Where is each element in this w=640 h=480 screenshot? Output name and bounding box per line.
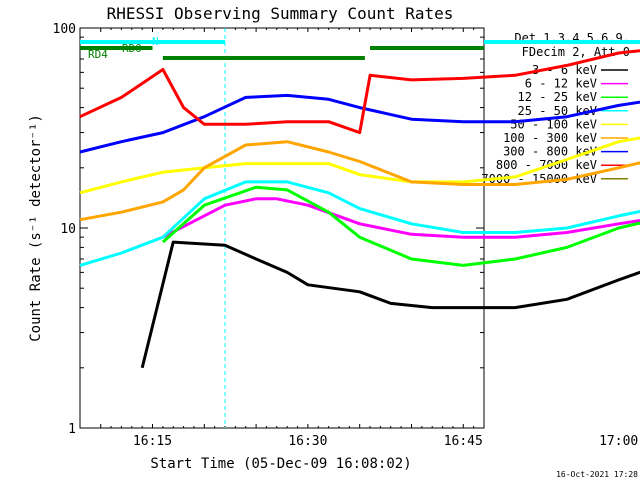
footer-date: 16-Oct-2021 17:28 [556,470,638,479]
x-tick-label: 16:45 [444,434,483,449]
series-line-1 [140,240,640,369]
legend-label: 12 - 25 keV [518,90,597,104]
legend-header-line-2: FDecim 2, Att 0 [522,45,630,59]
bar-label-rd0: RD0 [122,42,142,55]
x-tick-label: 17:00 [599,434,638,449]
chart-title: RHESSI Observing Summary Count Rates [107,4,454,23]
series-line-5 [79,136,640,195]
legend-label: 100 - 300 keV [503,131,597,145]
series-line-4 [79,180,640,267]
series-line-7 [79,93,640,154]
series-line-3 [161,185,640,267]
series-line-2 [162,197,640,239]
series-line-8 [79,49,640,135]
legend-label: 6 - 12 keV [525,77,597,91]
x-tick-label: 16:15 [133,434,172,449]
bar-label-rd4: RD4 [88,48,108,61]
plot-area: 11010016:1516:3016:4517:0017:1517:3017:4… [53,22,640,449]
legend-label: 3 - 6 keV [532,63,597,77]
series-line-6 [79,140,640,222]
y-tick-label: 10 [60,222,76,237]
legend-label: 7000 - 15000 keV [481,172,597,186]
y-axis-label: Count Rate (s⁻¹ detector⁻¹) [28,114,44,342]
plot-frame [79,27,485,429]
bar-label-n: N [152,35,159,48]
x-tick-label: 16:30 [288,434,327,449]
y-tick-label: 1 [68,422,76,437]
legend-label: 300 - 800 keV [503,145,597,159]
y-tick-label: 100 [53,22,76,37]
legend-label: 25 - 50 keV [518,104,597,118]
x-axis-label: Start Time (05-Dec-09 16:08:02) [150,456,411,472]
